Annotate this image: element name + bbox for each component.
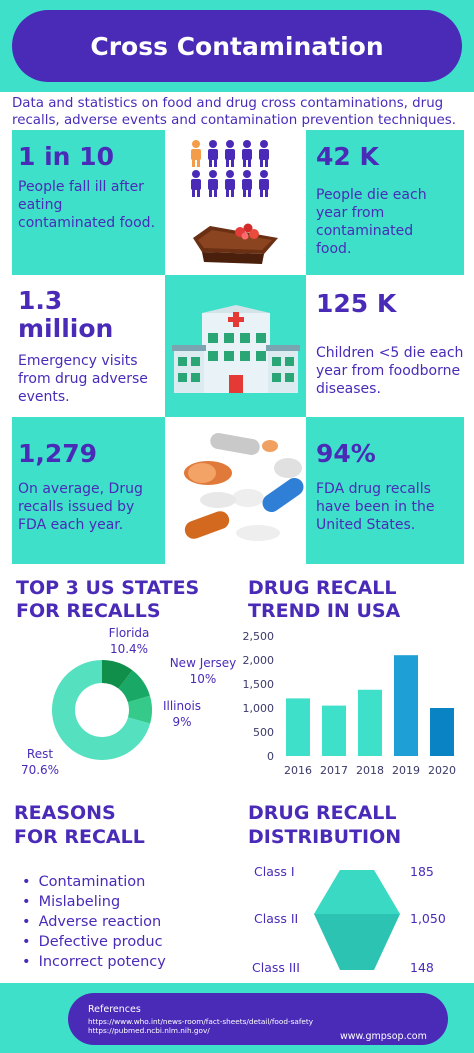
bar-2017 xyxy=(322,705,346,756)
site-link[interactable]: www.gmpsop.com xyxy=(340,1031,427,1042)
class-2-label: Class II xyxy=(254,911,299,926)
stat-5-value: 1,279 xyxy=(18,439,98,468)
person-icon xyxy=(208,170,218,197)
reasons-title-line2: FOR RECALL xyxy=(14,826,145,848)
states-donut-chart xyxy=(52,660,152,760)
title-banner: Cross Contamination xyxy=(12,10,462,82)
label-rest: Rest 70.6% xyxy=(20,747,60,777)
x-tick-label: 2018 xyxy=(356,764,384,777)
y-tick-label: 1,000 xyxy=(243,702,275,715)
page-title: Cross Contamination xyxy=(90,31,384,61)
stat-2-value: 42 K xyxy=(316,142,379,171)
stat-2-text: People die each year from contaminated f… xyxy=(316,187,427,257)
stat-card-1 xyxy=(12,130,165,275)
donut-slice-rest xyxy=(52,660,151,760)
y-tick-label: 2,000 xyxy=(243,654,275,667)
references-title: References xyxy=(88,1004,141,1015)
y-tick-label: 0 xyxy=(267,750,274,763)
coffin-icon xyxy=(193,223,278,264)
stat-6-text: FDA drug recalls have been in the United… xyxy=(316,481,435,533)
label-new-jersey: New Jersey 10% xyxy=(169,656,237,686)
x-tick-label: 2020 xyxy=(428,764,456,777)
reason-item: Defective produc xyxy=(22,932,166,952)
person-icon xyxy=(208,140,218,167)
y-tick-label: 1,500 xyxy=(243,678,275,691)
distribution-diamond xyxy=(314,870,400,970)
donut-slice-florida xyxy=(102,660,133,689)
bar-2020 xyxy=(430,708,454,756)
people-icon xyxy=(191,140,269,197)
stat-card-5 xyxy=(12,417,165,564)
person-icon xyxy=(259,140,269,167)
y-tick-label: 500 xyxy=(253,726,274,739)
class-3-label: Class III xyxy=(252,960,300,975)
stat-6-value: 94% xyxy=(316,439,376,468)
person-icon xyxy=(225,170,235,197)
class-1-label: Class I xyxy=(254,864,295,879)
references-panel xyxy=(68,993,448,1045)
stat-4-text: Children <5 die each year from foodborne… xyxy=(316,345,464,397)
donut-slice-illinois xyxy=(127,695,152,724)
distribution-title-line1: DRUG RECALL xyxy=(248,802,397,824)
distribution-title-line2: DISTRIBUTION xyxy=(248,826,402,848)
bar-2018 xyxy=(358,689,382,756)
stat-1-value: 1 in 10 xyxy=(18,142,114,171)
stat-card-6 xyxy=(306,417,464,564)
pills-icon xyxy=(184,433,304,541)
states-title-line2: FOR RECALLS xyxy=(16,600,161,622)
reference-link[interactable]: https://pubmed.ncbi.nlm.nih.gov/ xyxy=(88,1026,210,1035)
x-tick-label: 2016 xyxy=(284,764,312,777)
person-icon xyxy=(191,140,201,167)
person-icon xyxy=(191,170,201,197)
class-2-value: 1,050 xyxy=(410,911,446,926)
y-tick-label: 2,500 xyxy=(243,630,275,643)
class-3-value: 148 xyxy=(410,960,434,975)
bar-2019 xyxy=(394,655,418,756)
bar-2016 xyxy=(286,698,310,756)
label-illinois: Illinois 9% xyxy=(162,699,202,729)
stat-card-2 xyxy=(306,130,464,275)
stat-5-text: On average, Drug recalls issued by FDA e… xyxy=(18,481,143,533)
trend-title-line2: TREND IN USA xyxy=(248,600,401,622)
person-icon xyxy=(259,170,269,197)
x-tick-label: 2019 xyxy=(392,764,420,777)
stat-1-text: People fall ill after eating contaminate… xyxy=(18,179,156,231)
person-icon xyxy=(225,140,235,167)
stat-3-value: 1.3 million xyxy=(18,286,114,343)
class-1-value: 185 xyxy=(410,864,434,879)
reasons-title-line1: REASONS xyxy=(14,802,116,824)
donut-slice-new-jersey xyxy=(118,670,150,703)
reason-item: Incorrect potency xyxy=(22,952,166,972)
stat-3-text: Emergency visits from drug adverse event… xyxy=(18,353,148,405)
label-florida: Florida 10.4% xyxy=(108,626,150,656)
reference-link[interactable]: https://www.who.int/news-room/fact-sheet… xyxy=(88,1017,314,1026)
reason-item: Mislabeling xyxy=(22,892,166,912)
intro-text: Data and statistics on food and drug cro… xyxy=(12,96,456,128)
x-tick-label: 2017 xyxy=(320,764,348,777)
reason-item: Adverse reaction xyxy=(22,912,166,932)
recall-trend-bar-chart: 0 500 1,000 1,500 2,000 2,500 2016 2017 2018 2019… xyxy=(243,630,457,777)
trend-title-line1: DRUG RECALL xyxy=(248,577,397,599)
hospital-icon xyxy=(172,305,300,393)
person-icon xyxy=(242,140,252,167)
reason-item: Contamination xyxy=(22,872,166,892)
person-icon xyxy=(242,170,252,197)
stat-4-value: 125 K xyxy=(316,289,397,318)
reasons-list: Contamination Mislabeling Adverse reacti… xyxy=(22,872,166,972)
states-title-line1: TOP 3 US STATES xyxy=(16,577,200,599)
